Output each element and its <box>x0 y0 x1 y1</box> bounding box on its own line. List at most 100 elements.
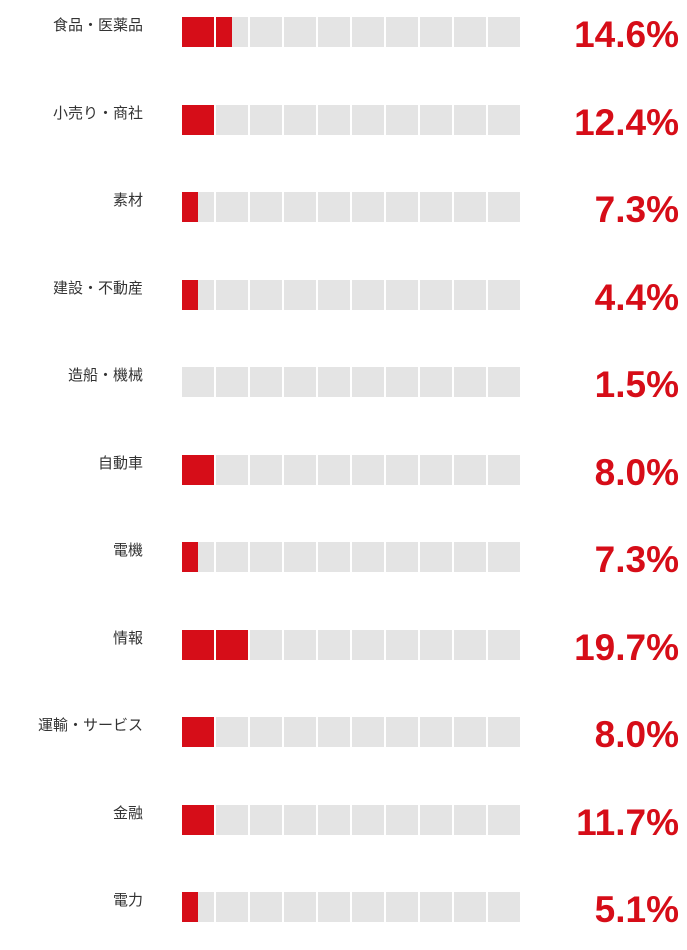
bar-cell <box>318 279 350 310</box>
bar-cell <box>182 717 214 747</box>
bar-cell <box>182 454 214 485</box>
bar-cell <box>352 104 384 135</box>
bar <box>182 367 520 397</box>
bar-cell <box>488 454 520 485</box>
bar-cell <box>454 804 486 835</box>
bar-cell <box>182 17 214 47</box>
bar-cell <box>216 17 248 47</box>
bar-cell <box>250 892 282 922</box>
bar <box>182 192 520 222</box>
bar-cell-fill <box>182 17 214 47</box>
bar-cell <box>454 542 486 572</box>
bar-cell <box>284 629 316 660</box>
bar-cell <box>284 717 316 747</box>
bar-cell <box>488 892 520 922</box>
bar-cell <box>488 804 520 835</box>
value-label: 11.7% <box>576 801 679 843</box>
bar-cell <box>182 192 214 222</box>
bar <box>182 279 520 310</box>
bar-cell <box>318 542 350 572</box>
bar-cell <box>250 17 282 47</box>
bar-cell-fill <box>182 542 198 572</box>
bar-cell <box>216 279 248 310</box>
chart-row: 建設・不動産 4.4% <box>0 277 687 338</box>
bar-cell <box>488 542 520 572</box>
chart-row: 自動車 8.0% <box>0 451 687 513</box>
bar-cell <box>352 892 384 922</box>
bar-cell <box>352 279 384 310</box>
bar-cell <box>454 629 486 660</box>
bar <box>182 892 520 922</box>
bar-cell <box>386 717 418 747</box>
bar-cell <box>216 454 248 485</box>
bar <box>182 17 520 47</box>
chart-row: 小売り・商社 12.4% <box>0 101 687 163</box>
bar-cell <box>284 804 316 835</box>
bar-cell <box>182 542 214 572</box>
bar-cell-fill <box>216 629 248 660</box>
bar-cell <box>454 279 486 310</box>
bar-cell <box>284 367 316 397</box>
bar-cell <box>216 804 248 835</box>
bar-cell <box>182 804 214 835</box>
bar-cell <box>386 192 418 222</box>
bar-cell <box>284 454 316 485</box>
bar-cell <box>386 367 418 397</box>
value-label: 12.4% <box>574 101 679 143</box>
bar-cell <box>454 892 486 922</box>
bar-cell <box>454 454 486 485</box>
bar-cell-fill <box>182 192 198 222</box>
bar-cell <box>420 542 452 572</box>
bar-cell <box>454 717 486 747</box>
category-label: 建設・不動産 <box>52 278 143 297</box>
bar-cell-fill <box>182 454 214 485</box>
chart-row: 素材 7.3% <box>0 190 687 250</box>
bar-cell <box>420 104 452 135</box>
bar-cell <box>318 804 350 835</box>
bar-cell <box>488 717 520 747</box>
bar-cell <box>386 454 418 485</box>
bar-cell <box>318 454 350 485</box>
bar-cell <box>318 629 350 660</box>
bar-cell <box>386 542 418 572</box>
bar-cell <box>420 804 452 835</box>
chart-row: 電力 5.1% <box>0 890 687 950</box>
bar-cell <box>284 104 316 135</box>
bar-cell <box>284 17 316 47</box>
bar-cell <box>216 104 248 135</box>
bar-cell <box>284 542 316 572</box>
value-label: 8.0% <box>594 451 679 493</box>
bar-cell <box>318 17 350 47</box>
bar-cell <box>488 192 520 222</box>
bar-cell <box>284 279 316 310</box>
bar-cell-fill <box>182 804 214 835</box>
category-label: 情報 <box>112 628 143 647</box>
value-label: 1.5% <box>594 364 679 405</box>
bar-cell <box>216 892 248 922</box>
bar <box>182 454 520 485</box>
bar-cell <box>250 454 282 485</box>
bar-cell <box>284 192 316 222</box>
category-label: 金融 <box>112 803 143 822</box>
bar-cell-fill <box>216 17 232 47</box>
bar-cell <box>182 629 214 660</box>
bar-cell <box>250 717 282 747</box>
bar-cell <box>488 279 520 310</box>
bar-cell <box>454 367 486 397</box>
bar-cell <box>182 279 214 310</box>
bar-cell <box>454 104 486 135</box>
bar-cell <box>250 542 282 572</box>
bar-cell <box>420 17 452 47</box>
bar-cell <box>352 17 384 47</box>
bar <box>182 717 520 747</box>
bar-cell <box>420 367 452 397</box>
bar-cell <box>352 454 384 485</box>
category-label: 小売り・商社 <box>52 103 143 122</box>
chart-row: 電機 7.3% <box>0 540 687 600</box>
bar-cell <box>250 104 282 135</box>
bar-cell <box>386 892 418 922</box>
bar-cell <box>318 367 350 397</box>
category-label: 造船・機械 <box>67 366 143 384</box>
bar <box>182 804 520 835</box>
